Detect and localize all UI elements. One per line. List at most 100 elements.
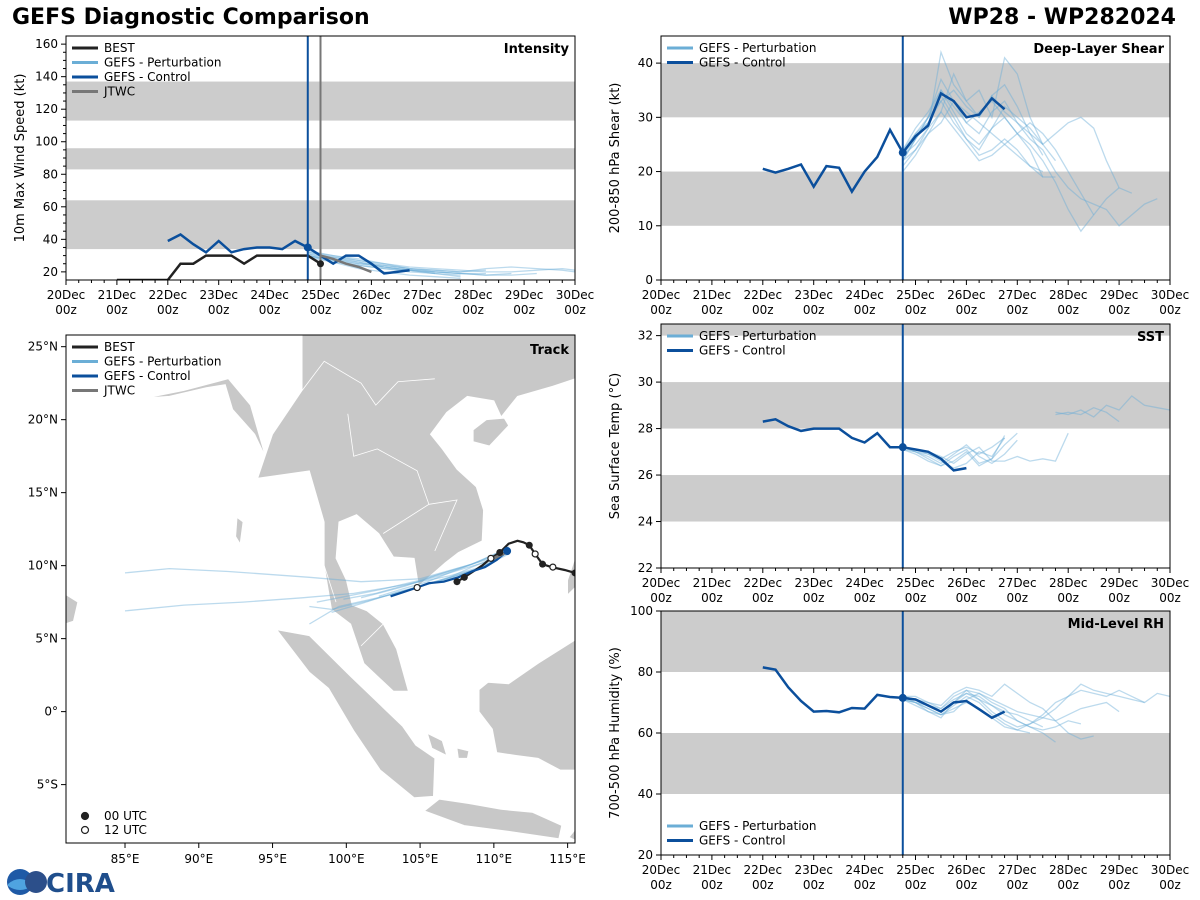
panel-title: Track (530, 343, 569, 358)
threshold-band (661, 63, 1170, 118)
y-tick-label: 40 (43, 232, 58, 246)
x-tick-sublabel: 00z (803, 591, 825, 605)
andaman (235, 516, 244, 545)
x-tick-sublabel: 00z (513, 303, 535, 317)
x-tick-sublabel: 00z (1007, 303, 1029, 317)
perturbation-line (902, 89, 1120, 233)
control-track (390, 550, 508, 598)
x-tick-label: 23Dec (794, 863, 833, 877)
marker-00utc (496, 549, 504, 557)
perturbation-line (307, 254, 461, 276)
x-tick-label: 21Dec (693, 576, 732, 590)
y-tick-label: 32 (638, 329, 653, 343)
x-tick-sublabel: 00z (55, 303, 77, 317)
perturbation-line (307, 256, 486, 275)
y-tick-label: 20 (638, 848, 653, 862)
panel-title: SST (1137, 330, 1164, 345)
y-tick-label: 40 (638, 787, 653, 801)
shear-plot-area (661, 36, 1170, 280)
legend-label-perturbation: GEFS - Perturbation (699, 41, 816, 55)
perturbation-line (902, 435, 1006, 467)
x-tick-sublabel: 00z (650, 591, 672, 605)
perturbation-line (902, 83, 1044, 156)
x-tick-label: 22Dec (744, 576, 783, 590)
x-tick-label: 29Dec (1100, 288, 1139, 302)
control-line (167, 233, 410, 275)
control-point (898, 148, 907, 157)
legend-label-perturbation: GEFS - Perturbation (699, 329, 816, 343)
x-tick-label: 24Dec (845, 576, 884, 590)
borneo (478, 639, 575, 771)
legend-label-jtwc: JTWC (103, 384, 135, 398)
x-tick-label: 30Dec (1151, 288, 1190, 302)
y-axis-label: 10m Max Wind Speed (kt) (13, 74, 28, 243)
x-tick-label: 27Dec (998, 288, 1037, 302)
rh-y-axis: 20 40 60 80 100 700-500 hPa Humidity (%) (608, 604, 661, 862)
threshold-band (661, 733, 1170, 794)
x-tick-label: 29Dec (505, 288, 544, 302)
x-tick-label: 20Dec (642, 576, 681, 590)
x-tick-label: 27Dec (998, 863, 1037, 877)
utc-marker-swatch (80, 825, 90, 835)
perturbation-line (902, 100, 1044, 178)
marker-00utc (460, 573, 468, 581)
x-tick-sublabel: 00z (310, 303, 332, 317)
utc-marker-label: 12 UTC (104, 823, 147, 837)
intensity-y-axis: 20 40 60 80 100 120 140 160 10m Max Wind Speed (… (13, 37, 66, 279)
control-line (762, 666, 1006, 720)
x-tick-sublabel: 00z (208, 303, 230, 317)
y-tick-label: 10 (638, 219, 653, 233)
x-tick-label: 23Dec (794, 576, 833, 590)
lat-tick-label: 5°N (35, 632, 58, 646)
lat-tick-label: 0° (44, 705, 58, 719)
sst-plot-area (661, 324, 1170, 568)
perturbation-line (1055, 406, 1120, 423)
x-tick-sublabel: 00z (259, 303, 281, 317)
marker-12utc (487, 554, 495, 562)
shear-y-axis: 0 10 20 30 40 200-850 hPa Shear (kt) (608, 56, 661, 287)
y-tick-label: 24 (638, 515, 653, 529)
marker-12utc (531, 550, 539, 558)
y-axis-label: 700-500 hPa Humidity (%) (608, 647, 623, 819)
x-tick-label: 21Dec (98, 288, 137, 302)
x-tick-label: 20Dec (642, 863, 681, 877)
perturbation-line (902, 88, 1056, 178)
x-tick-sublabel: 00z (1007, 878, 1029, 892)
perturbation-line (902, 49, 1044, 156)
x-tick-sublabel: 00z (854, 591, 876, 605)
rh-plot-area (661, 611, 1170, 855)
x-tick-sublabel: 00z (701, 878, 723, 892)
x-tick-sublabel: 00z (157, 303, 179, 317)
y-tick-label: 100 (630, 604, 653, 618)
x-tick-label: 28Dec (1049, 576, 1088, 590)
y-tick-label: 40 (638, 56, 653, 70)
x-tick-sublabel: 00z (1159, 878, 1181, 892)
x-tick-label: 22Dec (744, 288, 783, 302)
threshold-band (661, 324, 1170, 336)
x-tick-sublabel: 00z (752, 878, 774, 892)
y-axis-label: Sea Surface Temp (°C) (608, 373, 623, 520)
country-border (428, 499, 458, 552)
legend-label-control: GEFS - Control (699, 834, 786, 848)
x-tick-label: 21Dec (693, 288, 732, 302)
perturbation-line (902, 110, 1095, 216)
x-tick-label: 30Dec (556, 288, 595, 302)
utc-marker-swatch (80, 811, 90, 821)
perturbation-line (307, 250, 575, 273)
y-tick-label: 30 (638, 375, 653, 389)
legend-label-perturbation: GEFS - Perturbation (699, 819, 816, 833)
x-tick-label: 26Dec (947, 576, 986, 590)
x-tick-sublabel: 00z (1108, 591, 1130, 605)
x-tick-label: 23Dec (199, 288, 238, 302)
x-tick-sublabel: 00z (956, 303, 978, 317)
sst-y-axis: 22 24 26 28 30 32 Sea Surface Temp (°C) (608, 329, 661, 575)
x-tick-sublabel: 00z (564, 303, 586, 317)
plot-frame (660, 323, 1171, 569)
sri-lanka (66, 594, 79, 624)
x-tick-label: 24Dec (845, 288, 884, 302)
x-tick-sublabel: 00z (803, 878, 825, 892)
cira-logo-text: CIRA (46, 869, 115, 898)
